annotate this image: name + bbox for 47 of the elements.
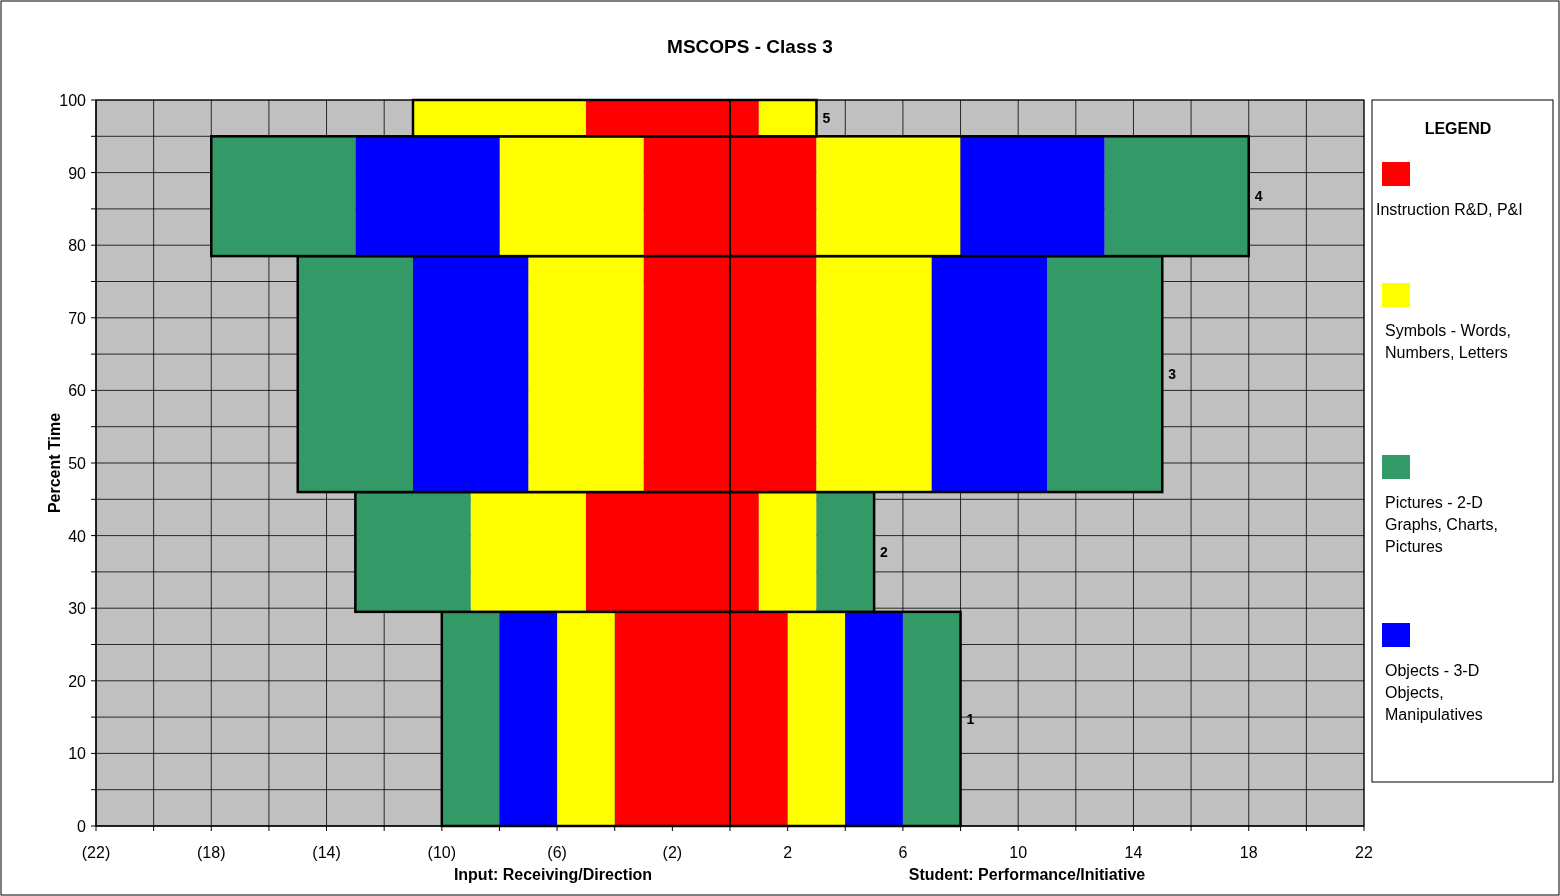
bar bbox=[499, 611, 558, 826]
x-tick-label: 18 bbox=[1239, 844, 1258, 861]
bar bbox=[730, 136, 817, 257]
y-tick-label: 30 bbox=[68, 600, 87, 618]
x-tick-label: (6) bbox=[547, 844, 567, 861]
annotation: 4 bbox=[1254, 188, 1263, 205]
legend-label: Instruction R&D, P&I bbox=[1376, 201, 1523, 218]
y-tick-label: 70 bbox=[68, 309, 87, 327]
bar bbox=[845, 611, 903, 826]
x-tick-label: (18) bbox=[197, 844, 226, 861]
text: Input: Receiving/Direction bbox=[453, 866, 653, 883]
bar bbox=[585, 492, 730, 612]
bar bbox=[643, 136, 730, 257]
x-tick-label: (22) bbox=[81, 844, 111, 861]
y-tick-label: 90 bbox=[68, 164, 87, 182]
y-tick-label: 10 bbox=[68, 745, 87, 763]
annotation: 3 bbox=[1168, 366, 1177, 383]
x-tick-label: 14 bbox=[1124, 844, 1143, 861]
x-tick-label: 10 bbox=[1009, 844, 1028, 861]
y-tick-label: 40 bbox=[68, 527, 87, 545]
bar bbox=[758, 492, 817, 612]
bar bbox=[470, 492, 586, 612]
legend-title: LEGEND bbox=[1424, 120, 1492, 137]
y-axis-title: Percent Time bbox=[46, 412, 63, 514]
bar bbox=[499, 136, 644, 257]
annotation: 5 bbox=[822, 110, 831, 127]
legend-label: Pictures - 2-D Graphs, Charts, Pictures bbox=[1385, 494, 1498, 555]
annotation: 1 bbox=[966, 710, 975, 727]
x-tick-label: (14) bbox=[312, 844, 341, 861]
annotation: 2 bbox=[880, 543, 889, 560]
chart-title: MSCOPS - Class 3 bbox=[667, 36, 833, 57]
y-tick-label: 20 bbox=[68, 672, 87, 690]
x-tick-label: 22 bbox=[1355, 844, 1373, 861]
y-tick-label: 50 bbox=[68, 455, 87, 472]
y-tick-label: 60 bbox=[68, 382, 87, 400]
legend-label: Symbols - Words, Numbers, Letters bbox=[1385, 322, 1511, 361]
y-tick-label: 100 bbox=[59, 92, 87, 109]
x-tick-label: 6 bbox=[898, 844, 908, 861]
x-tick-label: (2) bbox=[662, 844, 683, 861]
y-tick-label: 0 bbox=[77, 818, 87, 835]
bar bbox=[730, 492, 759, 612]
legend-label: Objects - 3-D Objects, Manipulatives bbox=[1385, 662, 1483, 723]
x-tick-label: (10) bbox=[427, 844, 457, 861]
x-tick-label: 2 bbox=[783, 844, 793, 861]
text: Student: Performance/Initiative bbox=[908, 866, 1146, 883]
bar bbox=[816, 136, 961, 257]
y-tick-label: 80 bbox=[68, 237, 87, 255]
